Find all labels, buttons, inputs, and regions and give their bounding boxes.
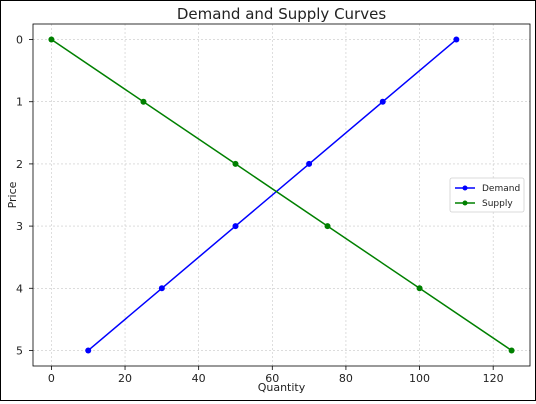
- y-tick-label: 5: [16, 344, 23, 357]
- x-tick-label: 20: [118, 372, 132, 385]
- y-tick-label: 4: [16, 282, 23, 295]
- y-tick-label: 3: [16, 220, 23, 233]
- supply-point: [508, 347, 515, 354]
- demand-point: [306, 160, 313, 167]
- supply-line: [50, 38, 513, 352]
- x-tick-label: 40: [192, 372, 206, 385]
- series-layer: [48, 36, 515, 354]
- supply-point: [232, 160, 239, 167]
- y-tick-label: 0: [16, 34, 23, 47]
- x-tick-label: 120: [483, 372, 504, 385]
- demand-point: [379, 98, 386, 105]
- grid: [33, 24, 530, 366]
- x-tick-label: 80: [339, 372, 353, 385]
- legend-supply-label: Supply: [482, 199, 513, 209]
- demand-point: [85, 347, 92, 354]
- plot-area-border: [32, 23, 531, 367]
- supply-point: [140, 98, 147, 105]
- legend: Demand Supply: [449, 177, 525, 213]
- supply-point: [416, 285, 423, 292]
- x-tick-label: 100: [409, 372, 430, 385]
- chart-title: Demand and Supply Curves: [177, 5, 387, 23]
- legend-supply-marker: [462, 200, 468, 206]
- x-tick-label: 60: [265, 372, 279, 385]
- demand-point: [158, 285, 165, 292]
- x-tick-label: 0: [48, 372, 55, 385]
- supply-point: [324, 223, 331, 230]
- y-tick-label: 2: [16, 158, 23, 171]
- y-tick-label: 1: [16, 96, 23, 109]
- legend-demand-marker: [462, 185, 468, 191]
- demand-point: [453, 36, 460, 43]
- axis-ticks: 0 20 40 60 80 100 120 0 1 2 3 4 5: [16, 34, 504, 385]
- demand-point: [232, 223, 239, 230]
- y-axis-label: Price: [6, 181, 19, 208]
- demand-line: [87, 38, 457, 352]
- legend-demand-label: Demand: [482, 184, 520, 194]
- supply-point: [48, 36, 55, 43]
- x-axis-label: Quantity: [258, 381, 306, 394]
